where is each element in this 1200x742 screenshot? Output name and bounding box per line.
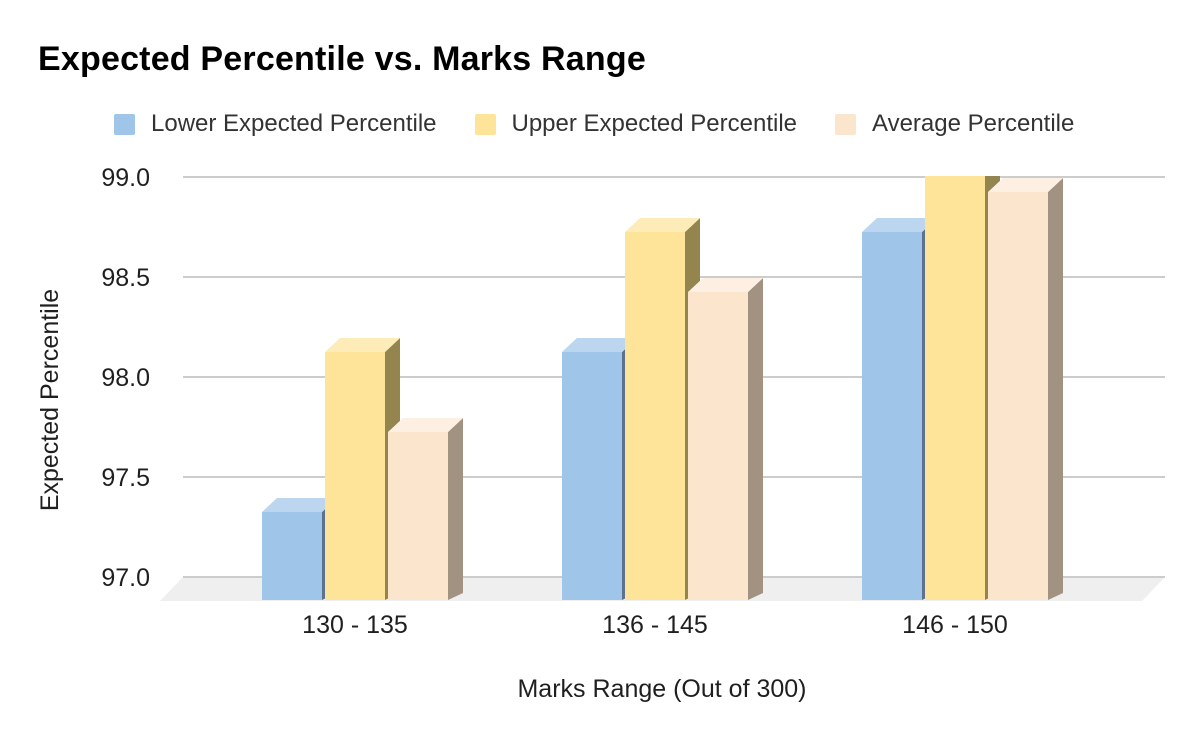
bar-front [562, 352, 622, 600]
category-label: 136 - 145 [602, 611, 708, 639]
legend-swatch [114, 113, 135, 135]
legend-item: Lower Expected Percentile [114, 110, 437, 138]
bar-top [862, 218, 937, 232]
legend-label: Lower Expected Percentile [151, 110, 437, 137]
y-tick-label: 99.0 [101, 164, 150, 192]
bar-top [988, 178, 1063, 192]
legend-label: Average Percentile [872, 110, 1075, 137]
bar-front [388, 432, 448, 600]
x-axis-title: Marks Range (Out of 300) [517, 675, 806, 703]
bar-group [562, 218, 763, 600]
legend-swatch [835, 113, 856, 135]
bar-side [448, 418, 463, 600]
bar-front [988, 192, 1048, 600]
bar-front [688, 292, 748, 600]
bar-top [562, 338, 637, 352]
bar-top [388, 418, 463, 432]
bar-top [625, 218, 700, 232]
chart-title: Expected Percentile vs. Marks Range [38, 40, 646, 78]
bars-layer [262, 138, 1063, 600]
bar-front [262, 512, 322, 600]
y-axis-title: Expected Percentile [36, 289, 64, 511]
y-tick-label: 97.5 [101, 464, 150, 492]
y-tick-label: 98.5 [101, 264, 150, 292]
bar-top [262, 498, 337, 512]
bar-group [862, 138, 1063, 600]
bar-front [862, 232, 922, 600]
legend-item: Average Percentile [835, 110, 1074, 138]
category-label: 146 - 150 [902, 611, 1008, 639]
y-tick-label: 97.0 [101, 564, 150, 592]
bar-side [1048, 178, 1063, 600]
bar-top [925, 138, 1000, 152]
bar-top [325, 338, 400, 352]
legend-label: Upper Expected Percentile [511, 110, 798, 137]
bar-top [688, 278, 763, 292]
bar-side [748, 278, 763, 600]
bar-group [262, 338, 463, 600]
legend: Lower Expected Percentile Upper Expected … [114, 110, 1074, 138]
bar-front [325, 352, 385, 600]
y-tick-label: 98.0 [101, 364, 150, 392]
bar-front [925, 176, 985, 600]
legend-swatch [474, 113, 496, 135]
bar-front [625, 232, 685, 600]
category-label: 130 - 135 [302, 611, 408, 639]
legend-item: Upper Expected Percentile [474, 110, 798, 138]
